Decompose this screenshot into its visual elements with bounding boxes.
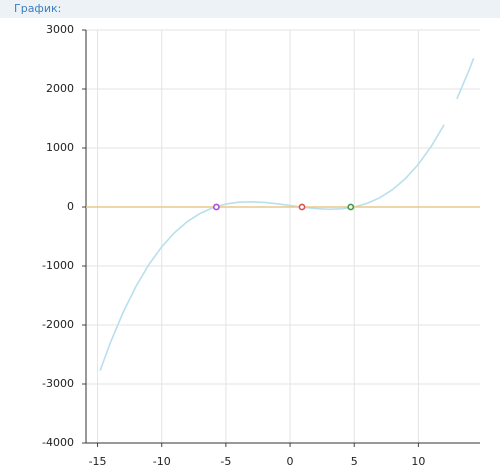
x-tick-label: 10 bbox=[411, 455, 425, 468]
x-tick-label: 0 bbox=[287, 455, 294, 468]
header-bar bbox=[0, 0, 500, 18]
x-tick-label: 5 bbox=[351, 455, 358, 468]
y-tick-label: 3000 bbox=[46, 23, 74, 36]
root-point bbox=[298, 203, 306, 211]
x-tick-label: -10 bbox=[153, 455, 171, 468]
series-line bbox=[99, 58, 475, 371]
y-tick-label: -1000 bbox=[42, 259, 74, 272]
y-tick-label: -4000 bbox=[42, 436, 74, 449]
y-tick-label: 0 bbox=[67, 200, 74, 213]
x-tick-label: -15 bbox=[89, 455, 107, 468]
y-tick-label: 1000 bbox=[46, 141, 74, 154]
root-point bbox=[347, 203, 355, 211]
y-tick-label: -2000 bbox=[42, 318, 74, 331]
y-tick-label: 2000 bbox=[46, 82, 74, 95]
x-tick-label: -5 bbox=[220, 455, 231, 468]
header-title: График: bbox=[14, 2, 61, 15]
root-point bbox=[212, 203, 220, 211]
y-tick-label: -3000 bbox=[42, 377, 74, 390]
